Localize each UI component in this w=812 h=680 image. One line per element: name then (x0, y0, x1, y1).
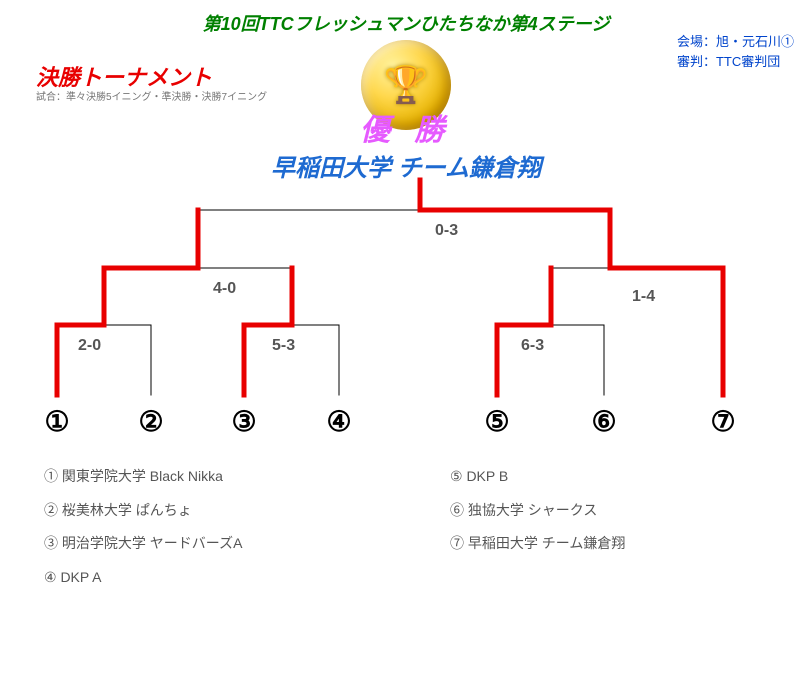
team-list-left: ① 関東学院大学 Black Nikka② 桜美林大学 ぱんちょ③ 明治学院大学… (44, 460, 242, 594)
score-qf_2: 5-3 (272, 337, 295, 355)
score-qf_1: 2-0 (78, 337, 101, 355)
seed-2: ② (131, 405, 171, 438)
score-sf_r: 1-4 (632, 288, 655, 306)
team-entry: ⑤ DKP B (450, 460, 625, 494)
team-list-right: ⑤ DKP B⑥ 独協大学 シャークス⑦ 早稲田大学 チーム鎌倉翔 (450, 460, 625, 561)
seed-4: ④ (319, 405, 359, 438)
team-entry: ② 桜美林大学 ぱんちょ (44, 494, 242, 528)
seed-1: ① (37, 405, 77, 438)
team-entry: ③ 明治学院大学 ヤードバーズA (44, 527, 242, 561)
team-entry: ④ DKP A (44, 561, 242, 595)
score-final: 0-3 (435, 222, 458, 240)
team-entry: ① 関東学院大学 Black Nikka (44, 460, 242, 494)
seed-6: ⑥ (584, 405, 624, 438)
team-entry: ⑥ 独協大学 シャークス (450, 494, 625, 528)
seed-3: ③ (224, 405, 264, 438)
score-qf_3: 6-3 (521, 337, 544, 355)
seed-7: ⑦ (703, 405, 743, 438)
seed-5: ⑤ (477, 405, 517, 438)
team-entry: ⑦ 早稲田大学 チーム鎌倉翔 (450, 527, 625, 561)
score-sf_l: 4-0 (213, 280, 236, 298)
